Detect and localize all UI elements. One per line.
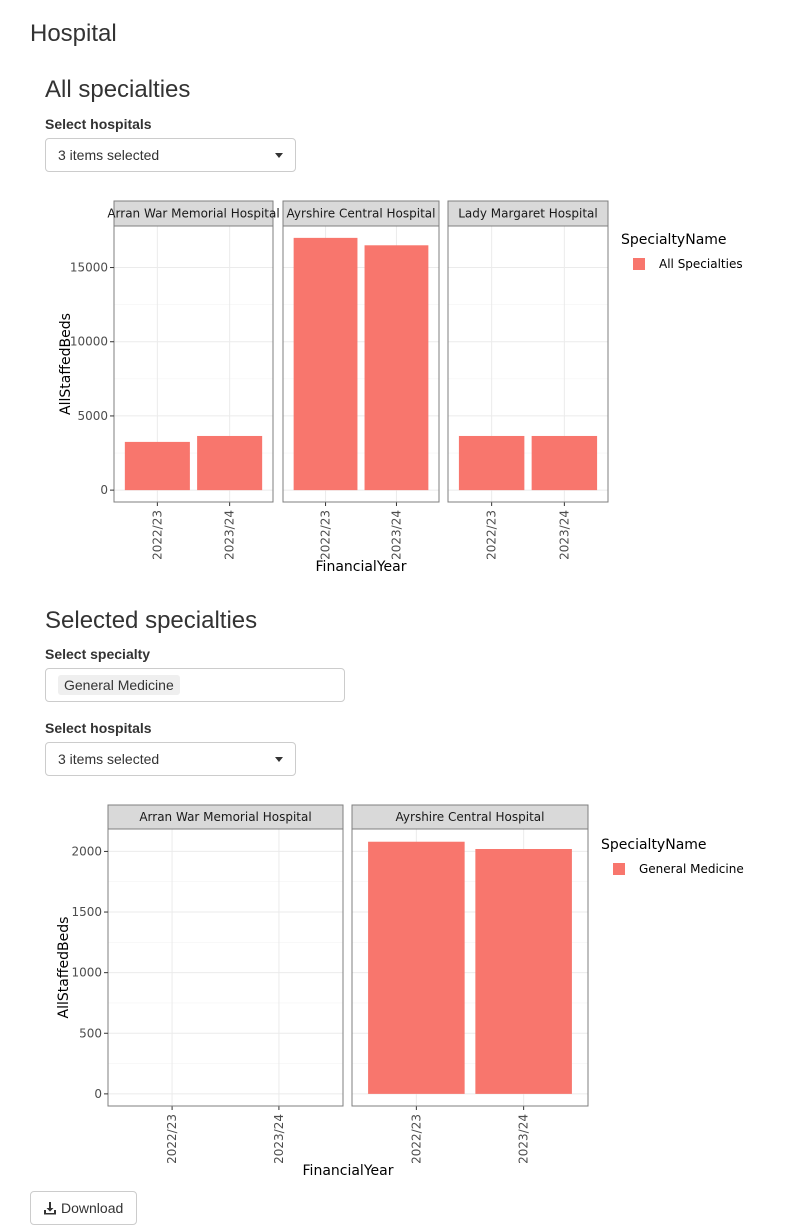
caret-down-icon	[275, 153, 283, 158]
x-tick-label: 2023/24	[557, 510, 571, 560]
select-hospitals-dropdown-2[interactable]: 3 items selected	[45, 742, 296, 776]
x-tick-label: 2022/23	[485, 510, 499, 560]
select-specialty-label: Select specialty	[45, 646, 151, 662]
select-hospitals-value: 3 items selected	[58, 147, 160, 163]
bar	[368, 841, 465, 1094]
panel-border	[107, 828, 344, 1107]
facet-label: Ayrshire Central Hospital	[396, 810, 545, 824]
bar	[531, 435, 598, 491]
y-axis-title: AllStaffedBeds	[56, 917, 72, 1019]
y-tick-label: 2000	[71, 844, 102, 858]
y-tick-label: 5000	[77, 409, 108, 423]
select-hospitals-dropdown[interactable]: 3 items selected	[45, 138, 296, 172]
facet-strip	[107, 804, 344, 830]
x-axis-title: FinancialYear	[316, 559, 407, 575]
x-tick-label: 2023/24	[272, 1114, 286, 1164]
legend-swatch	[633, 258, 645, 270]
bar	[293, 237, 358, 491]
x-tick-label: 2022/23	[150, 510, 164, 560]
x-tick-label: 2023/24	[223, 510, 237, 560]
caret-down-icon	[275, 757, 283, 762]
facet-strip	[282, 200, 440, 227]
x-tick-label: 2022/23	[165, 1114, 179, 1164]
page-title: Hospital	[30, 20, 117, 47]
section-heading-selected-specialties: Selected specialties	[45, 607, 258, 634]
x-tick-label: 2022/23	[409, 1114, 423, 1164]
y-tick-label: 0	[94, 1087, 102, 1101]
facet-label: Arran War Memorial Hospital	[107, 207, 279, 221]
download-button[interactable]: Download	[30, 1191, 137, 1225]
legend-title: SpecialtyName	[621, 232, 727, 248]
y-axis-title: AllStaffedBeds	[58, 313, 74, 415]
panel-border	[447, 225, 609, 503]
y-tick-label: 1000	[71, 966, 102, 980]
specialty-chip[interactable]: General Medicine	[58, 675, 180, 695]
select-specialty-input[interactable]: General Medicine	[45, 668, 345, 702]
download-icon	[44, 1202, 56, 1215]
panel-border	[113, 225, 274, 503]
panel-border	[351, 828, 589, 1107]
download-label: Download	[61, 1200, 124, 1216]
legend-label: General Medicine	[639, 862, 744, 876]
chart-all-specialties: Arran War Memorial Hospital 2022/23 2023/2…	[58, 200, 743, 575]
legend-swatch	[613, 863, 625, 875]
y-tick-label: 1500	[71, 905, 102, 919]
section-heading-all-specialties: All specialties	[45, 76, 191, 103]
bar	[197, 435, 263, 491]
facet-label: Arran War Memorial Hospital	[139, 810, 311, 824]
panel-border	[282, 225, 440, 503]
y-tick-label: 15000	[70, 261, 108, 275]
select-hospitals-label-2: Select hospitals	[45, 720, 152, 736]
bar	[458, 435, 525, 491]
chart-selected-specialties: Arran War Memorial Hospital 2022/23 2023/2…	[56, 804, 744, 1179]
bar	[475, 849, 572, 1094]
facet-label: Lady Margaret Hospital	[458, 207, 598, 221]
facet-strip	[351, 804, 589, 830]
x-tick-label: 2022/23	[319, 510, 333, 560]
y-tick-label: 500	[79, 1026, 102, 1040]
legend-title: SpecialtyName	[601, 837, 707, 853]
y-tick-label: 10000	[70, 335, 108, 349]
x-tick-label: 2023/24	[517, 1114, 531, 1164]
legend-label: All Specialties	[659, 257, 743, 271]
bar	[124, 441, 190, 491]
panel-background	[108, 829, 343, 1106]
select-hospitals-value-2: 3 items selected	[58, 751, 160, 767]
facet-strip	[113, 200, 274, 227]
facet-strip	[447, 200, 609, 227]
y-tick-label: 0	[100, 483, 108, 497]
facet-label: Ayrshire Central Hospital	[287, 207, 436, 221]
x-axis-title: FinancialYear	[303, 1163, 394, 1179]
select-hospitals-label: Select hospitals	[45, 116, 152, 132]
bar	[364, 245, 429, 491]
x-tick-label: 2023/24	[389, 510, 403, 560]
